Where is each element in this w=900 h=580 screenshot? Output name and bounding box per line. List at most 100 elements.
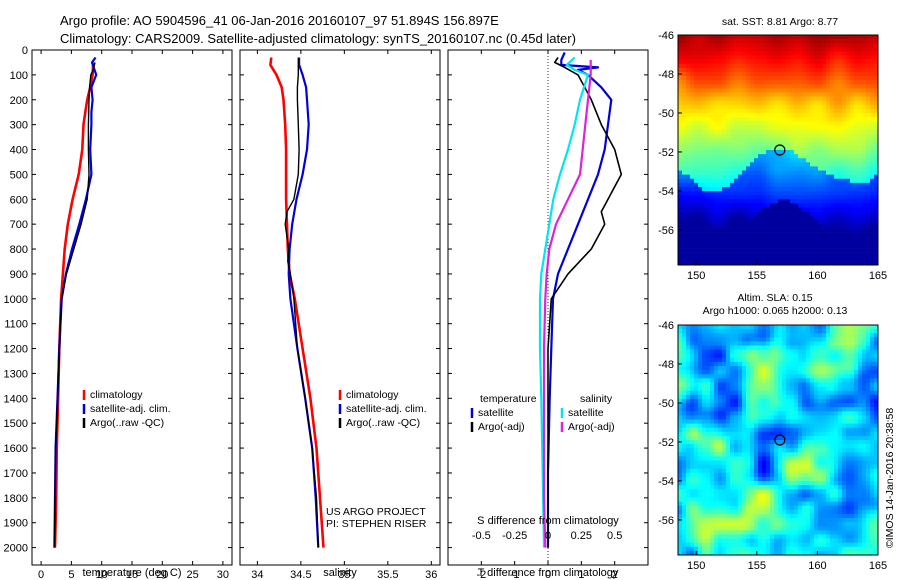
heatmap-cell: [818, 440, 823, 445]
heatmap-cell: [790, 260, 795, 266]
heatmap-cell: [862, 435, 867, 441]
heatmap-cell: [706, 252, 711, 258]
heatmap-cell: [758, 129, 763, 134]
heatmap-cell: [730, 452, 735, 457]
heatmap-cell: [746, 43, 751, 48]
heatmap-cell: [834, 329, 839, 334]
heatmap-cell: [690, 186, 695, 192]
heatmap-cell: [750, 468, 755, 474]
heatmap-cell: [766, 353, 771, 359]
heatmap-cell: [754, 460, 759, 465]
heatmap-cell: [830, 256, 835, 262]
heatmap-cell: [726, 386, 731, 392]
heatmap-cell: [830, 211, 835, 217]
salinity-axes-frame: [239, 49, 441, 566]
heatmap-cell: [814, 59, 819, 65]
heatmap-cell: [698, 374, 703, 379]
heatmap-cell: [866, 248, 871, 253]
heatmap-cell: [742, 248, 747, 253]
heatmap-cell: [762, 452, 767, 457]
heatmap-cell: [806, 207, 811, 212]
heatmap-cell: [870, 108, 875, 114]
heatmap-cell: [822, 43, 827, 48]
heatmap-cell: [826, 178, 831, 184]
heatmap-cell: [794, 378, 799, 383]
heatmap-cell: [826, 476, 831, 482]
heatmap-cell: [766, 435, 771, 441]
heatmap-cell: [866, 113, 871, 118]
heatmap-cell: [826, 435, 831, 441]
heatmap-cell: [774, 394, 779, 400]
heatmap-cell: [854, 456, 859, 461]
heatmap-cell: [678, 186, 683, 192]
heatmap-cell: [838, 186, 843, 192]
heatmap-cell: [874, 55, 879, 60]
heatmap-cell: [766, 341, 771, 346]
heatmap-cell: [842, 333, 847, 338]
heatmap-cell: [838, 398, 843, 404]
heatmap-cell: [834, 228, 839, 233]
heatmap-cell: [798, 39, 803, 44]
heatmap-cell: [842, 55, 847, 60]
heatmap-cell: [866, 423, 871, 428]
heatmap-cell: [742, 84, 747, 89]
heatmap-cell: [838, 125, 843, 130]
heatmap-cell: [762, 223, 767, 229]
heatmap-cell: [686, 390, 691, 396]
heatmap-cell: [818, 337, 823, 342]
heatmap-cell: [718, 472, 723, 478]
heatmap-cell: [722, 71, 727, 77]
heatmap-cell: [862, 108, 867, 114]
heatmap-cell: [834, 476, 839, 482]
heatmap-cell: [710, 349, 715, 355]
heatmap-cell: [710, 76, 715, 81]
heatmap-cell: [710, 121, 715, 126]
heatmap-cell: [730, 366, 735, 371]
heatmap-cell: [678, 166, 683, 171]
heatmap-cell: [786, 84, 791, 89]
heatmap-cell: [690, 423, 695, 428]
heatmap-cell: [742, 398, 747, 404]
heatmap-cell: [786, 170, 791, 175]
heatmap-cell: [842, 472, 847, 478]
heatmap-cell: [782, 419, 787, 424]
heatmap-cell: [830, 43, 835, 48]
heatmap-cell: [838, 464, 843, 470]
heatmap-cell: [778, 113, 783, 118]
heatmap-cell: [766, 219, 771, 225]
heatmap-cell: [834, 440, 839, 445]
heatmap-cell: [794, 43, 799, 48]
heatmap-cell: [874, 211, 879, 217]
heatmap-cell: [718, 370, 723, 375]
heatmap-cell: [802, 357, 807, 363]
heatmap-cell: [742, 133, 747, 138]
heatmap-cell: [774, 67, 779, 73]
heatmap-cell: [714, 219, 719, 225]
heatmap-cell: [758, 104, 763, 110]
heatmap-cell: [774, 240, 779, 245]
heatmap-cell: [726, 472, 731, 478]
heatmap-cell: [758, 378, 763, 383]
heatmap-cell: [706, 174, 711, 180]
heatmap-cell: [766, 345, 771, 350]
heatmap-cell: [754, 121, 759, 126]
heatmap-cell: [870, 382, 875, 387]
heatmap-cell: [746, 59, 751, 65]
heatmap-cell: [746, 456, 751, 461]
heatmap-cell: [806, 150, 811, 155]
heatmap-cell: [858, 337, 863, 342]
heatmap-cell: [762, 108, 767, 114]
heatmap-cell: [854, 398, 859, 404]
heatmap-cell: [842, 76, 847, 81]
heatmap-cell: [826, 366, 831, 371]
heatmap-cell: [686, 162, 691, 167]
legend-label: satellite: [478, 407, 514, 419]
heatmap-cell: [810, 104, 815, 110]
heatmap-cell: [762, 207, 767, 212]
heatmap-cell: [866, 71, 871, 77]
difference-series: [538, 52, 623, 548]
heatmap-cell: [770, 117, 775, 122]
heatmap-cell: [742, 154, 747, 159]
heatmap-cell: [678, 104, 683, 110]
heatmap-cell: [718, 419, 723, 424]
